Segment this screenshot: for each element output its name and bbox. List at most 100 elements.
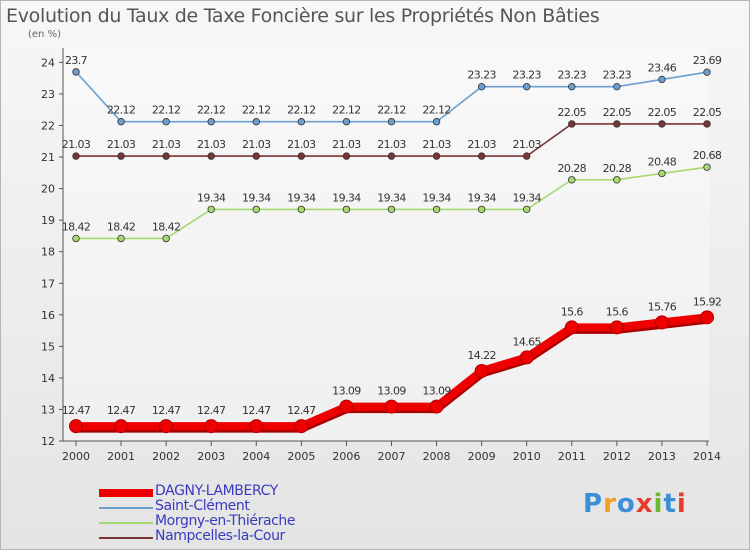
data-label: 13.09 <box>422 385 451 398</box>
data-label: 21.03 <box>107 138 136 151</box>
data-point <box>252 152 260 160</box>
data-label: 21.03 <box>197 138 226 151</box>
data-label: 12.47 <box>197 404 226 417</box>
data-point <box>117 234 125 243</box>
data-point <box>72 68 80 76</box>
data-label: 22.12 <box>422 104 451 117</box>
x-tick-label: 2005 <box>287 450 315 463</box>
data-point <box>252 118 260 126</box>
data-point <box>700 310 714 325</box>
x-tick-label: 2000 <box>62 450 90 463</box>
y-tick-label: 15 <box>41 340 55 353</box>
y-tick-label: 24 <box>41 56 55 69</box>
data-label: 23.23 <box>558 69 587 82</box>
data-point <box>69 419 83 434</box>
data-label: 21.03 <box>512 138 541 151</box>
data-point <box>342 205 351 214</box>
data-point <box>477 205 486 214</box>
data-label: 22.05 <box>603 106 632 119</box>
x-tick-label: 2008 <box>423 450 451 463</box>
data-point <box>162 118 170 126</box>
logo-letter: r <box>603 489 617 519</box>
data-label: 23.69 <box>693 54 722 67</box>
data-point <box>523 152 531 160</box>
x-tick-label: 2010 <box>513 450 541 463</box>
data-point <box>519 350 534 365</box>
data-label: 22.05 <box>648 106 677 119</box>
data-label: 19.34 <box>242 191 271 204</box>
data-point <box>658 75 666 84</box>
data-label: 21.03 <box>467 138 496 151</box>
data-label: 19.34 <box>287 191 316 204</box>
y-tick-label: 23 <box>41 88 55 101</box>
data-point <box>162 234 170 243</box>
data-point <box>387 152 396 160</box>
data-label: 23.7 <box>65 54 88 67</box>
data-label: 21.03 <box>152 138 181 151</box>
data-label: 23.23 <box>467 69 496 82</box>
data-label: 13.09 <box>332 385 361 398</box>
data-label: 19.34 <box>332 191 361 204</box>
data-point <box>297 152 306 160</box>
data-label: 23.46 <box>648 61 677 74</box>
x-tick-label: 2011 <box>558 450 586 463</box>
data-label: 18.42 <box>62 220 91 233</box>
data-label: 22.12 <box>242 104 271 117</box>
data-point <box>658 120 666 128</box>
data-label: 22.12 <box>287 104 316 117</box>
legend-label: Nampcelles-la-Cour <box>155 528 285 544</box>
legend-swatch <box>99 507 153 509</box>
data-point <box>568 82 576 91</box>
data-point <box>252 205 260 214</box>
data-point <box>117 118 125 126</box>
data-point <box>72 152 80 160</box>
x-tick-label: 2007 <box>378 450 406 463</box>
data-point <box>613 176 621 184</box>
data-point <box>703 163 711 171</box>
data-label: 18.42 <box>107 220 136 233</box>
data-label: 14.22 <box>467 349 496 362</box>
data-point <box>204 419 219 434</box>
x-tick-label: 2009 <box>468 450 496 463</box>
data-label: 12.47 <box>107 404 136 417</box>
data-point <box>384 399 399 414</box>
data-point <box>432 152 441 160</box>
data-point <box>523 82 531 91</box>
data-label: 22.12 <box>332 104 361 117</box>
data-label: 12.47 <box>62 404 91 417</box>
y-axis-unit: (en %) <box>28 29 61 40</box>
data-label: 22.12 <box>107 104 136 117</box>
data-point <box>387 205 396 214</box>
legend-label: Saint-Clément <box>155 498 250 514</box>
data-point <box>72 234 80 243</box>
data-label: 12.47 <box>242 404 271 417</box>
data-point <box>339 399 354 414</box>
data-label: 19.34 <box>377 191 406 204</box>
data-label: 21.03 <box>377 138 406 151</box>
data-label: 19.34 <box>467 191 496 204</box>
data-point <box>703 120 711 128</box>
y-tick-label: 16 <box>41 309 55 322</box>
data-point <box>613 120 621 128</box>
legend-swatch <box>99 537 153 539</box>
data-point <box>477 82 486 91</box>
data-label: 22.05 <box>558 106 587 119</box>
data-label: 21.03 <box>422 138 451 151</box>
data-point <box>703 68 711 76</box>
data-label: 21.03 <box>242 138 271 151</box>
data-label: 20.28 <box>558 162 587 175</box>
data-point <box>114 419 129 434</box>
data-point <box>568 176 576 184</box>
x-tick-label: 2014 <box>693 450 721 463</box>
data-label: 19.34 <box>512 191 541 204</box>
x-tick-label: 2006 <box>332 450 360 463</box>
data-label: 21.03 <box>332 138 361 151</box>
data-label: 15.76 <box>648 300 677 313</box>
y-tick-label: 22 <box>41 120 55 133</box>
data-point <box>429 399 444 414</box>
data-point <box>609 320 624 335</box>
data-point <box>654 315 669 330</box>
data-label: 20.28 <box>603 162 632 175</box>
data-point <box>117 152 125 160</box>
